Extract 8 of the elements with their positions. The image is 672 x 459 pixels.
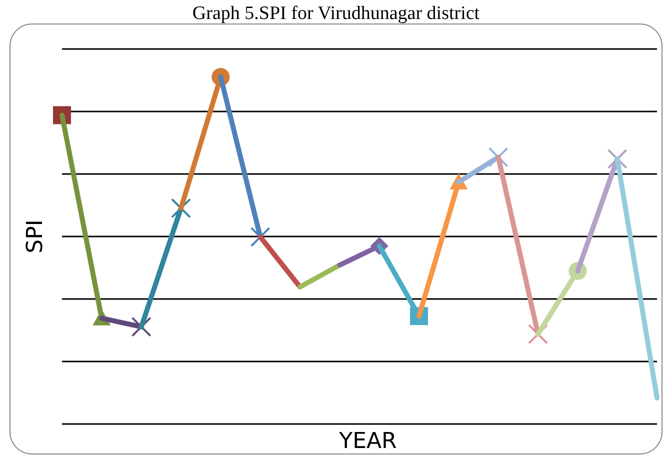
point	[488, 147, 508, 168]
point	[131, 316, 152, 337]
point	[171, 198, 191, 218]
chart-title: Graph 5.SPI for Virudhunagar district	[192, 3, 480, 24]
point	[607, 148, 628, 169]
point	[528, 324, 548, 344]
x-axis-title: YEAR	[338, 429, 397, 454]
y-axis-title: SPI	[23, 220, 48, 254]
